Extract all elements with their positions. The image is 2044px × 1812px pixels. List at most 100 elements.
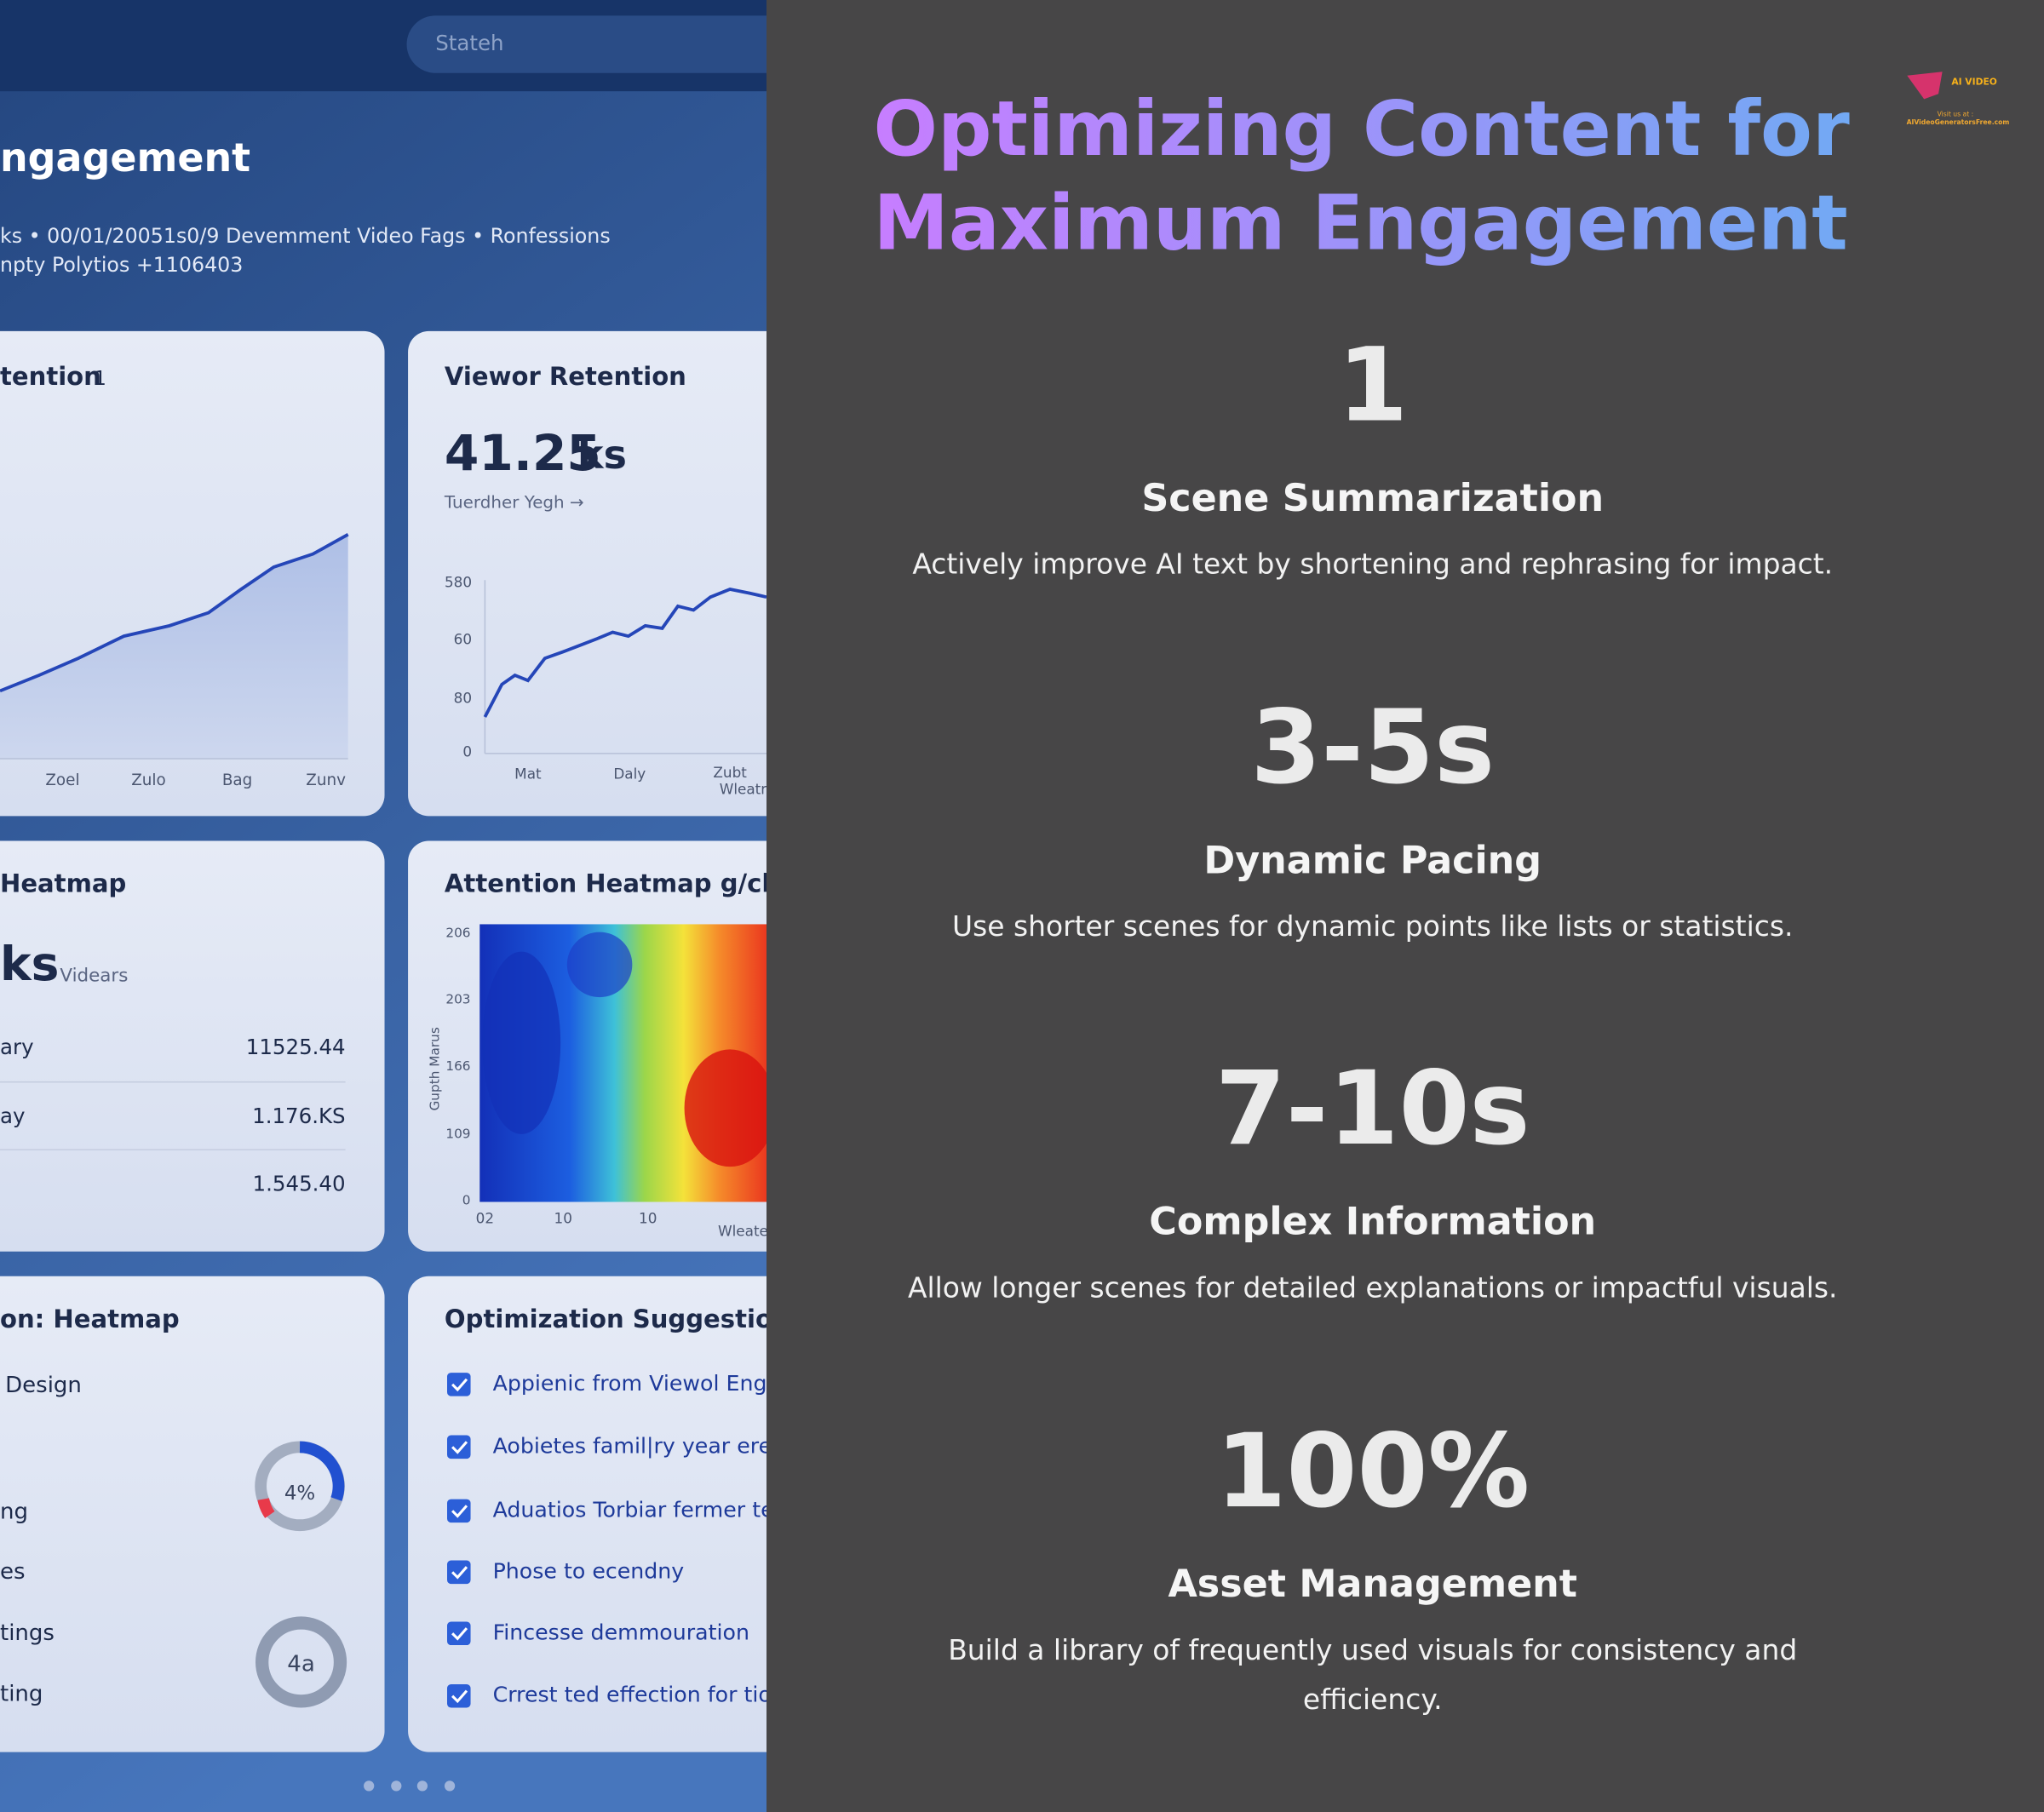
stat-number: 100%: [1215, 1413, 1530, 1531]
row-value: 1.176.KS: [252, 1104, 345, 1128]
list-item: ting: [0, 1682, 43, 1707]
page-dot: [364, 1780, 375, 1792]
description-box: Allow longer scenes for detailed explana…: [907, 1272, 1838, 1305]
card-title: Heatmap: [0, 869, 126, 898]
checkbox: [447, 1435, 471, 1459]
card-title: Viewor Retention: [445, 362, 686, 391]
trend-line: [0, 533, 349, 693]
dashboard-meta: npty Polytios +1106403: [0, 253, 243, 277]
metric-value: 41.25: [445, 424, 601, 482]
dashboard-heading: ngagement: [0, 135, 250, 181]
metric-unit: ks: [577, 432, 627, 478]
suggestion-item: Appienic from Viewol Engagement: [493, 1371, 864, 1396]
axis-label: Zunv: [306, 771, 346, 789]
card-badge: 1: [94, 368, 106, 390]
stat-description: Actively improve AI text by shortening a…: [912, 548, 1834, 582]
axis-label: Mat: [514, 765, 542, 782]
logo: [1907, 72, 1943, 100]
stat-label: Dynamic Pacing: [1203, 839, 1542, 882]
stat-label: Complex Information: [1149, 1201, 1596, 1244]
page-title: Maximum Engagement: [874, 179, 1848, 267]
metric-caption: Tuerdher Yegh →: [444, 492, 584, 512]
page-dot: [444, 1780, 456, 1792]
card-title: Optimization Suggestions: [445, 1305, 805, 1333]
heat-blob: [684, 1049, 766, 1167]
row-label: ary: [0, 1035, 34, 1059]
suggestion-item: Crrest ted effection for tion: [493, 1683, 785, 1707]
axis-label: 203: [445, 992, 470, 1007]
axis-title: Gupth Marus: [428, 1027, 443, 1110]
page-dot: [391, 1780, 402, 1792]
suggestion-item: Fincesse demmouration: [493, 1620, 749, 1644]
list-item: ng: [0, 1499, 28, 1524]
checkbox: [447, 1683, 471, 1708]
card: [0, 1276, 385, 1752]
list-item: es: [0, 1559, 26, 1585]
gauge-arc: [257, 1498, 275, 1518]
axis-label: Zubt: [713, 764, 747, 781]
checkbox: [447, 1373, 471, 1396]
axis-label: Wleatr: [720, 781, 767, 798]
axis-label: 206: [445, 926, 470, 941]
axis-label: 166: [445, 1058, 470, 1074]
card: [408, 1276, 766, 1752]
checkmark: [451, 1378, 468, 1392]
axis-label: 10: [639, 1209, 657, 1226]
axis-label: Zoel: [45, 771, 79, 789]
axis-label: 60: [454, 631, 472, 648]
axis-label: 0: [462, 1192, 471, 1207]
checkmark: [451, 1505, 468, 1518]
metric-value: ks: [0, 937, 59, 991]
card-title: on: Heatmap: [0, 1305, 180, 1333]
logo-mark: [1907, 72, 1943, 100]
gauge: [256, 1616, 347, 1708]
stat-label: Asset Management: [1168, 1563, 1577, 1606]
axis-label: Wleate: [718, 1223, 768, 1240]
metric-unit: Videars: [60, 966, 128, 987]
area-fill: [0, 534, 348, 760]
checkbox: [447, 1560, 471, 1585]
axis-label: 10: [554, 1209, 572, 1226]
trend-line: [483, 587, 766, 718]
description-box: Build a library of frequently used visua…: [948, 1635, 1797, 1717]
stat-number: 7-10s: [1215, 1050, 1530, 1168]
page-title: Optimizing Content for: [874, 85, 1850, 173]
gauge-label: 4%: [284, 1482, 315, 1505]
stat-label: Scene Summarization: [1141, 477, 1604, 520]
gauge-label: 4a: [287, 1652, 314, 1677]
row-value: 11525.44: [246, 1035, 346, 1059]
axis-label: Daly: [613, 765, 646, 782]
heat-blob: [482, 951, 561, 1134]
card: [0, 840, 385, 1252]
checkmark: [451, 1566, 468, 1580]
card-title: Attention Heatmap g/cks: [445, 869, 793, 898]
logo-brand: AI VIDEO: [1951, 76, 1997, 87]
suggestion-item: Aduatios Torbiar fermer te: [493, 1497, 774, 1522]
row-value: 1.545.40: [253, 1172, 346, 1196]
stat-number: 3-5s: [1250, 689, 1495, 807]
checkmark: [451, 1627, 468, 1641]
axis-label: 109: [445, 1126, 470, 1141]
axis-label: Bag: [222, 771, 252, 789]
checkbox: [447, 1621, 471, 1646]
dashboard-image: Stateh ngagement ks • 00/01/20051s0/9 Deve…: [0, 0, 864, 1812]
search-box: [406, 15, 766, 73]
description-box: Actively improve AI text by shortening a…: [912, 548, 1834, 582]
gauge-arc: [299, 1441, 345, 1501]
checkmark: [451, 1689, 468, 1704]
checkbox: [447, 1499, 471, 1523]
axis-label: 80: [454, 690, 472, 707]
stat-description: Use shorter scenes for dynamic points li…: [952, 911, 1794, 944]
suggestion-item: Phose to ecendny: [493, 1558, 685, 1583]
stat-number: 1: [1337, 327, 1408, 445]
heat-blob: [566, 932, 633, 998]
stat-description: Allow longer scenes for detailed explana…: [907, 1272, 1838, 1305]
axis-label: Zulo: [131, 771, 166, 789]
page-dot: [416, 1780, 428, 1792]
dashboard-meta: ks • 00/01/20051s0/9 Devemment Video Fag…: [0, 224, 611, 248]
axis-label: 02: [476, 1209, 494, 1226]
list-item: tings: [0, 1620, 55, 1646]
axis-label: 580: [445, 573, 472, 590]
